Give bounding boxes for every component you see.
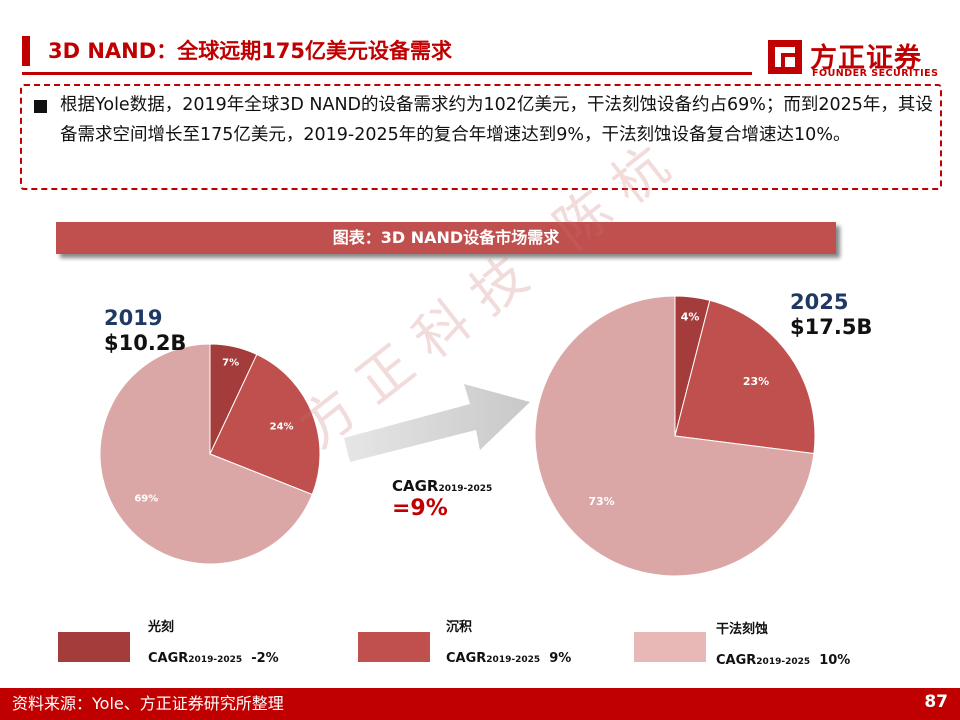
logo-english-text: FOUNDER SECURITIES: [812, 68, 939, 79]
growth-arrow-icon: [344, 384, 530, 462]
pie-2019-slice-deposition: [209, 353, 321, 496]
founder-logo-icon: [768, 40, 802, 74]
pie-2025-label-lithography: 4%: [681, 311, 700, 324]
title-accent-bar: [22, 36, 30, 66]
pie-2019-total: $10.2B: [104, 331, 187, 355]
legend-cagr-value: 10%: [819, 653, 851, 668]
pie-2025-slice-deposition: [674, 299, 816, 455]
legend-swatch-dry-etch: [634, 632, 706, 662]
pie-2025-label-dry-etch: 73%: [588, 495, 614, 508]
bullet-square-icon: [34, 100, 47, 113]
legend-swatch-deposition: [358, 632, 430, 662]
legend-cagr-label: CAGR: [716, 653, 757, 668]
footer-bar: 资料来源：Yole、方正证券研究所整理 87: [0, 688, 960, 720]
legend-cagr-period: 2019-2025: [486, 655, 541, 665]
pie-2019-label-lithography: 7%: [222, 358, 239, 369]
legend-cagr-value: 9%: [549, 651, 572, 666]
legend-name-deposition: 沉积: [446, 620, 473, 635]
legend-cagr-value: -2%: [251, 651, 279, 666]
pie-2019-label-deposition: 24%: [270, 422, 294, 433]
pie-2025-year: 2025: [790, 290, 849, 314]
company-logo: 方正证券 FOUNDER SECURITIES: [768, 38, 938, 82]
legend-cagr-dry-etch: CAGR2019-2025 10%: [716, 653, 850, 668]
pie-2019-year: 2019: [104, 306, 163, 330]
pie-2019-label-dry-etch: 69%: [134, 493, 158, 504]
page-number: 87: [924, 692, 948, 712]
pie-2019-slice-dry-etch: [99, 343, 313, 565]
summary-text: 根据Yole数据，2019年全球3D NAND的设备需求约为102亿美元，干法刻…: [60, 95, 933, 145]
pie-2025: 4% 23% 73%: [534, 295, 816, 577]
pie-2019: 7% 24% 69%: [99, 343, 321, 565]
summary-box: 根据Yole数据，2019年全球3D NAND的设备需求约为102亿美元，干法刻…: [20, 84, 942, 190]
overall-cagr-label: CAGR: [392, 477, 439, 495]
page-title: 3D NAND：全球远期175亿美元设备需求: [48, 39, 453, 63]
logo-chinese-text: 方正证券: [810, 43, 922, 74]
legend-cagr-period: 2019-2025: [188, 655, 243, 665]
pie-2025-label-deposition: 23%: [743, 375, 769, 388]
legend-name-dry-etch: 干法刻蚀: [716, 622, 769, 637]
overall-cagr: CAGR2019-2025 =9%: [392, 476, 492, 523]
chart-title-banner: 图表：3D NAND设备市场需求: [56, 222, 836, 254]
overall-cagr-value: =9%: [392, 496, 448, 521]
legend-cagr-label: CAGR: [148, 651, 189, 666]
pie-2025-slice-dry-etch: [534, 295, 815, 577]
title-underline: [22, 72, 752, 75]
source-note: 资料来源：Yole、方正证券研究所整理: [12, 694, 284, 713]
legend-name-lithography: 光刻: [148, 620, 175, 635]
overall-cagr-period: 2019-2025: [438, 484, 493, 494]
legend-cagr-period: 2019-2025: [756, 657, 811, 667]
pie-2025-total: $17.5B: [790, 315, 873, 339]
legend-cagr-lithography: CAGR2019-2025 -2%: [148, 651, 279, 666]
legend-cagr-label: CAGR: [446, 651, 487, 666]
legend-swatch-lithography: [58, 632, 130, 662]
legend-cagr-deposition: CAGR2019-2025 9%: [446, 651, 571, 666]
